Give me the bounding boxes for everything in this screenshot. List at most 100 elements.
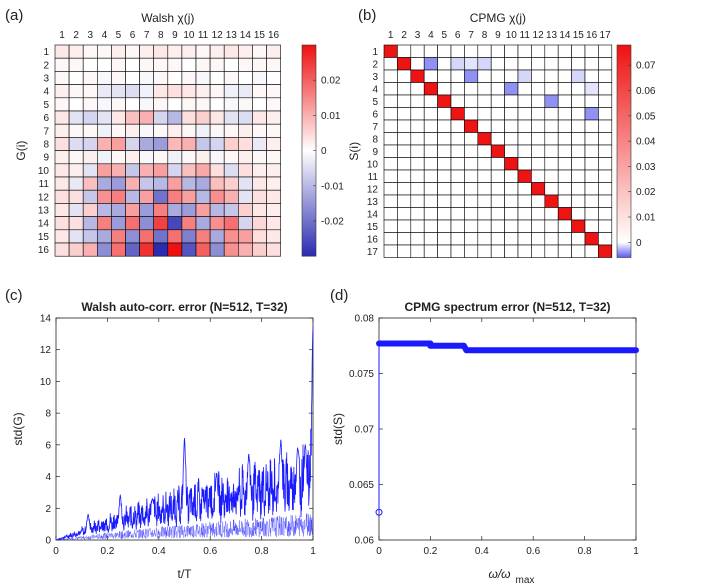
- heatmap-b-cell: [383, 232, 398, 246]
- heatmap-b-cell: [544, 57, 559, 71]
- heatmap-a-cell: [97, 57, 112, 72]
- heatmap-a-cell: [167, 203, 183, 217]
- heatmap-b-cell: [598, 82, 613, 96]
- heatmap-a-cell: [125, 229, 140, 244]
- heatmap-b-cell: [450, 182, 465, 196]
- heatmap-b-cell: [410, 244, 425, 258]
- panel-a-ytick: 12: [38, 192, 50, 203]
- heatmap-b-cell: [557, 107, 572, 121]
- heatmap-a-cell: [54, 97, 70, 112]
- panel-b-xtick: 6: [455, 30, 461, 41]
- heatmap-b-cell: [437, 219, 452, 233]
- heatmap-a-cell: [82, 57, 98, 72]
- heatmap-b-cell: [517, 182, 532, 196]
- heatmap-b-cell: [571, 94, 586, 108]
- heatmap-b-cell: [450, 94, 465, 108]
- heatmap-a-cell: [54, 57, 70, 72]
- heatmap-b-cell: [383, 194, 398, 208]
- heatmap-a-cell: [223, 189, 239, 204]
- heatmap-b-cell: [437, 44, 452, 58]
- heatmap-b-cell: [584, 132, 599, 146]
- heatmap-b-cell: [571, 182, 586, 196]
- heatmap-b-cell: [437, 194, 452, 208]
- heatmap-b-cell: [477, 82, 492, 96]
- heatmap-a-cell: [209, 110, 225, 125]
- heatmap-a-cell: [54, 163, 70, 178]
- heatmap-b-cell: [410, 232, 425, 246]
- heatmap-b-cell: [557, 182, 572, 196]
- panel-c-peak-point: [151, 498, 153, 500]
- heatmap-a-cell: [125, 176, 140, 191]
- heatmap-a-cell: [111, 44, 126, 59]
- heatmap-b-cell: [464, 169, 479, 183]
- heatmap-b-cell: [584, 157, 599, 171]
- heatmap-b-cell: [490, 157, 505, 171]
- heatmap-a-cell: [252, 150, 267, 165]
- panel-b-xtick: 5: [442, 30, 448, 41]
- heatmap-b-cell: [423, 207, 438, 221]
- panel-b-ytick: 16: [367, 234, 379, 245]
- heatmap-b-cell: [383, 57, 398, 71]
- panel-c-peak-point: [304, 444, 306, 446]
- heatmap-a-cell: [195, 216, 211, 231]
- heatmap-b-cell: [544, 169, 559, 183]
- heatmap-b-cell: [423, 57, 438, 71]
- heatmap-b-cell: [490, 132, 505, 146]
- heatmap-a-cell: [111, 97, 126, 112]
- panel-b-xtick: 2: [401, 30, 407, 41]
- heatmap-b-cell: [504, 219, 519, 233]
- heatmap-b-cell: [571, 82, 586, 96]
- heatmap-a-cell: [68, 97, 84, 112]
- heatmap-b-cell: [383, 82, 398, 96]
- heatmap-a-cell: [181, 150, 197, 165]
- panel-c-xtick: 0.6: [203, 546, 217, 557]
- heatmap-b-cell: [504, 69, 519, 83]
- heatmap-b-cell: [571, 244, 586, 258]
- heatmap-b-cell: [450, 194, 465, 208]
- heatmap-b-cell: [517, 244, 532, 258]
- heatmap-b-cell: [477, 69, 492, 83]
- heatmap-b-cell: [397, 119, 412, 133]
- panel-c-label: (c): [5, 287, 23, 304]
- panel-c-xtick: 0.2: [100, 546, 114, 557]
- panel-b-ylabel: S(i): [347, 142, 361, 161]
- heatmap-a-cell: [252, 84, 267, 99]
- panel-c-peak-point: [248, 453, 250, 455]
- heatmap-b-cell: [437, 94, 452, 108]
- panel-b-xtick: 12: [533, 30, 545, 41]
- heatmap-a-cell: [223, 137, 239, 151]
- heatmap-b-cell: [383, 119, 398, 133]
- heatmap-a-cell: [209, 189, 225, 204]
- heatmap-a-cell: [139, 110, 155, 125]
- heatmap-a-cell: [167, 97, 183, 112]
- panel-c-peak-point: [312, 327, 314, 329]
- heatmap-a-cell: [223, 216, 239, 231]
- heatmap-b-cell: [464, 207, 479, 221]
- heatmap-b-cell: [557, 144, 572, 158]
- heatmap-b-cell: [584, 57, 599, 71]
- heatmap-a-cell: [82, 216, 98, 231]
- panel-a-xtick: 8: [158, 30, 164, 41]
- heatmap-b-cell: [584, 144, 599, 158]
- heatmap-b-cell: [584, 182, 599, 196]
- heatmap-b-cell: [383, 219, 398, 233]
- heatmap-b-cell: [464, 44, 479, 58]
- panel-a-ytick: 5: [43, 100, 49, 111]
- heatmap-b-cell: [504, 107, 519, 121]
- heatmap-b-cell: [504, 169, 519, 183]
- heatmap-a-cell: [82, 203, 98, 217]
- heatmap-b-cell: [490, 232, 505, 246]
- heatmap-b-cell: [490, 244, 505, 258]
- heatmap-b-cell: [531, 107, 546, 121]
- panel-c-ylabel: std(G): [11, 412, 25, 445]
- heatmap-a-cell: [68, 71, 84, 85]
- panel-c-xtick: 0: [53, 546, 59, 557]
- heatmap-a-cell: [252, 57, 267, 72]
- heatmap-a-cell: [54, 189, 70, 204]
- heatmap-a-cell: [195, 176, 211, 191]
- heatmap-a-cell: [167, 176, 183, 191]
- panel-d-axes-box: [378, 317, 637, 541]
- heatmap-a-cell: [111, 229, 126, 244]
- heatmap-b-cell: [477, 57, 492, 71]
- heatmap-a-cell: [266, 57, 281, 72]
